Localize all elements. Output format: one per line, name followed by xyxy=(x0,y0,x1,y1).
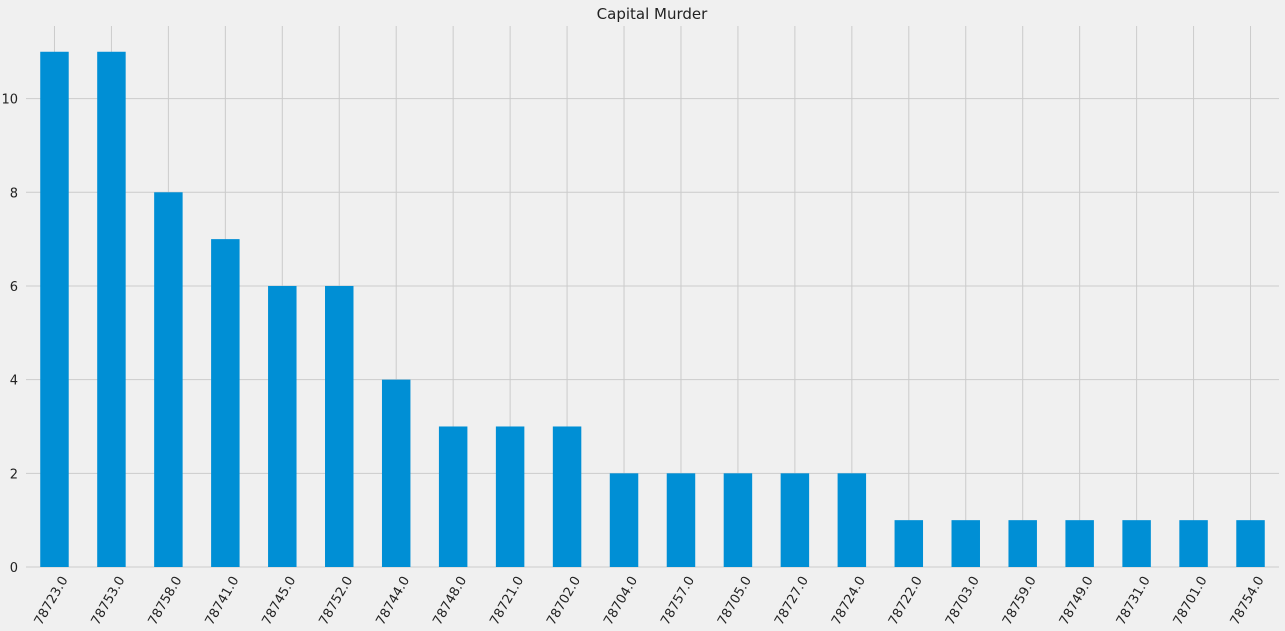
x-tick-label: 78753.0 xyxy=(89,574,129,627)
bar xyxy=(609,473,639,567)
bar xyxy=(1008,520,1037,567)
x-tick-label: 78752.0 xyxy=(316,574,356,627)
x-tick-label: 78723.0 xyxy=(32,574,72,627)
bar xyxy=(97,51,126,568)
bar xyxy=(40,51,69,568)
x-tick-label: 78759.0 xyxy=(1000,574,1040,627)
chart-title: Capital Murder xyxy=(597,5,708,23)
bar xyxy=(1065,520,1094,567)
x-tick-label: 78721.0 xyxy=(487,574,527,627)
bar xyxy=(438,426,468,567)
x-tick-label: 78754.0 xyxy=(1228,574,1268,627)
bar xyxy=(552,426,582,567)
x-tick-label: 78744.0 xyxy=(373,574,413,627)
y-tick-label: 8 xyxy=(10,186,18,201)
bar xyxy=(325,285,354,567)
x-tick-label: 78745.0 xyxy=(260,574,300,627)
x-tick-label: 78731.0 xyxy=(1114,574,1154,627)
x-tick-label: 78748.0 xyxy=(430,574,470,627)
bar xyxy=(154,192,183,568)
bars xyxy=(40,51,1265,568)
bar xyxy=(951,520,980,567)
bar xyxy=(211,239,240,567)
x-tick-label: 78727.0 xyxy=(772,574,812,627)
y-tick-label: 0 xyxy=(10,561,18,576)
x-tick-label: 78724.0 xyxy=(829,574,869,627)
y-tick-label: 10 xyxy=(1,93,18,108)
bar xyxy=(780,473,810,567)
x-tick-label: 78703.0 xyxy=(943,574,983,627)
y-tick-label: 2 xyxy=(10,467,18,482)
bar xyxy=(666,473,696,567)
y-tick-label: 4 xyxy=(10,374,18,389)
y-tick-label: 6 xyxy=(10,280,18,295)
x-tick-label: 78702.0 xyxy=(544,574,584,627)
bar xyxy=(268,285,297,567)
x-tick-label: 78749.0 xyxy=(1057,574,1097,627)
bar xyxy=(1122,520,1151,567)
bar xyxy=(1236,520,1265,567)
y-tick-labels: 0 2 4 6 8 10 xyxy=(1,93,18,576)
bar xyxy=(894,520,924,567)
bar xyxy=(837,473,867,567)
x-tick-label: 78741.0 xyxy=(203,574,243,627)
x-tick-label: 78704.0 xyxy=(601,574,641,627)
x-tick-label: 78722.0 xyxy=(886,574,926,627)
x-tick-label: 78757.0 xyxy=(658,574,698,627)
x-tick-label: 78758.0 xyxy=(146,574,186,627)
bar xyxy=(495,426,525,567)
x-tick-label: 78705.0 xyxy=(715,574,755,627)
bar xyxy=(1179,520,1208,567)
x-tick-label: 78701.0 xyxy=(1171,574,1211,627)
x-tick-labels: 78723.0 78753.0 78758.0 78741.0 78745.0 78752… xyxy=(32,574,1268,628)
bar xyxy=(723,473,753,567)
bar xyxy=(381,379,411,567)
